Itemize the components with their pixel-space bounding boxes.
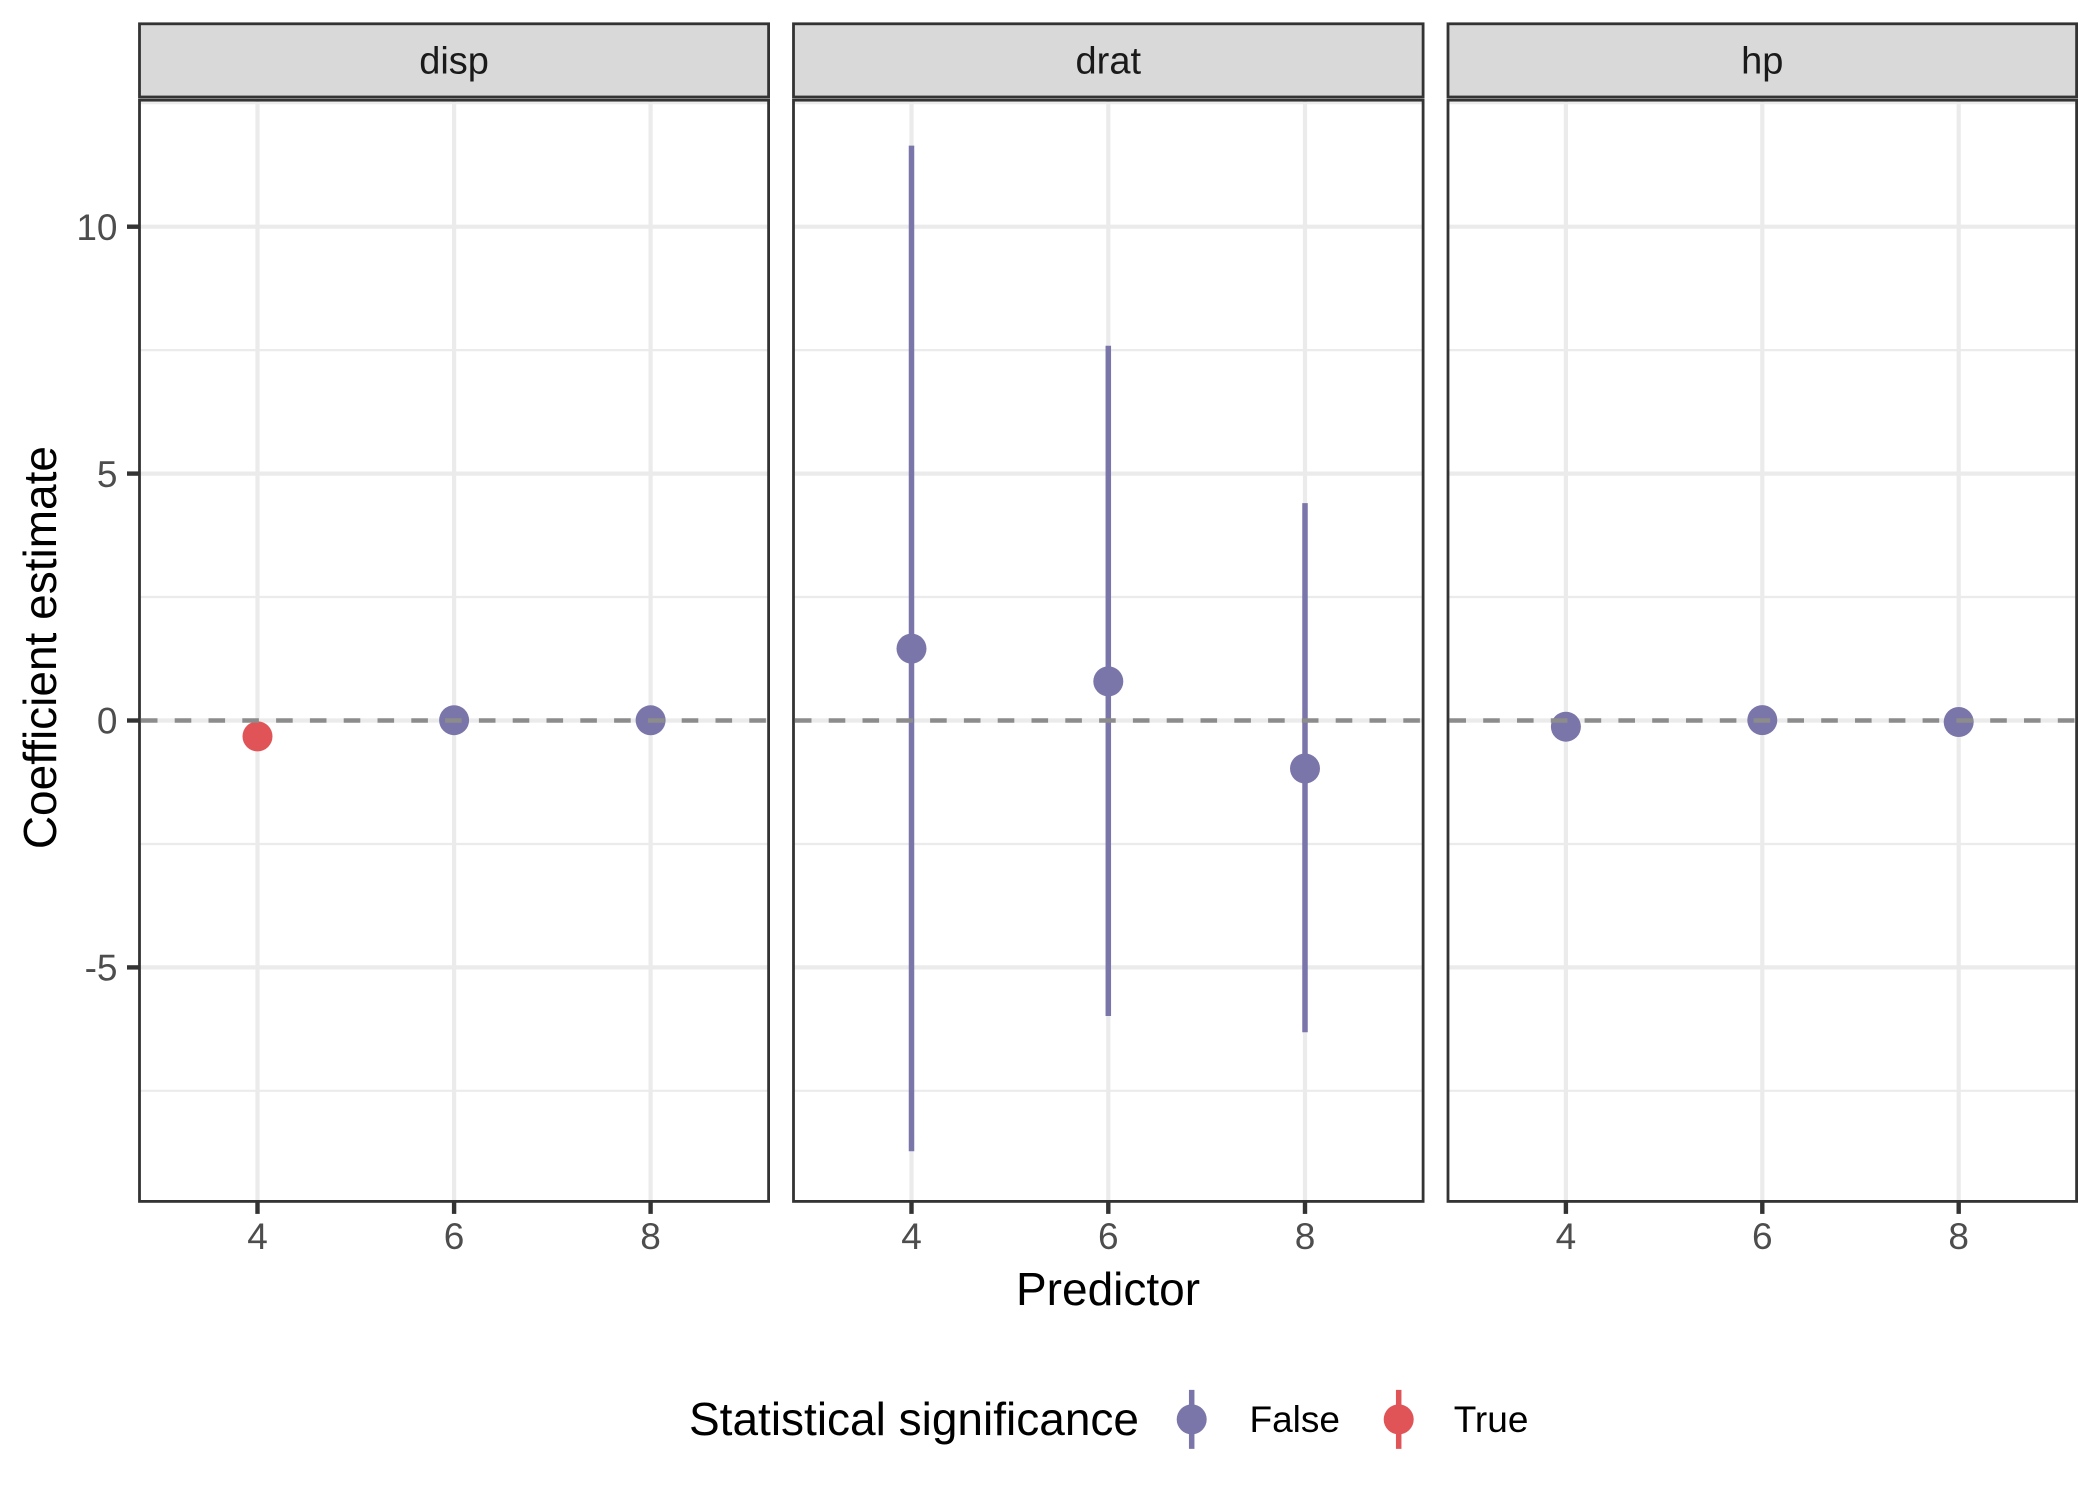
svg-text:4: 4 [247, 1216, 268, 1257]
svg-text:Coefficient estimate: Coefficient estimate [14, 446, 66, 849]
svg-text:6: 6 [444, 1216, 465, 1257]
svg-text:drat: drat [1076, 41, 1142, 83]
svg-text:True: True [1454, 1399, 1529, 1440]
svg-text:disp: disp [419, 41, 489, 83]
svg-text:6: 6 [1098, 1216, 1119, 1257]
svg-text:hp: hp [1741, 41, 1783, 83]
svg-text:8: 8 [1295, 1216, 1316, 1257]
svg-text:Statistical significance: Statistical significance [689, 1393, 1139, 1445]
svg-text:-5: -5 [85, 948, 118, 989]
svg-text:0: 0 [97, 701, 118, 742]
svg-text:False: False [1250, 1399, 1340, 1440]
svg-text:Predictor: Predictor [1016, 1263, 1200, 1315]
svg-text:10: 10 [76, 207, 117, 248]
svg-text:4: 4 [1556, 1216, 1577, 1257]
svg-text:8: 8 [1948, 1216, 1969, 1257]
svg-text:6: 6 [1752, 1216, 1773, 1257]
svg-text:5: 5 [97, 454, 118, 495]
svg-text:8: 8 [640, 1216, 661, 1257]
svg-text:4: 4 [901, 1216, 922, 1257]
